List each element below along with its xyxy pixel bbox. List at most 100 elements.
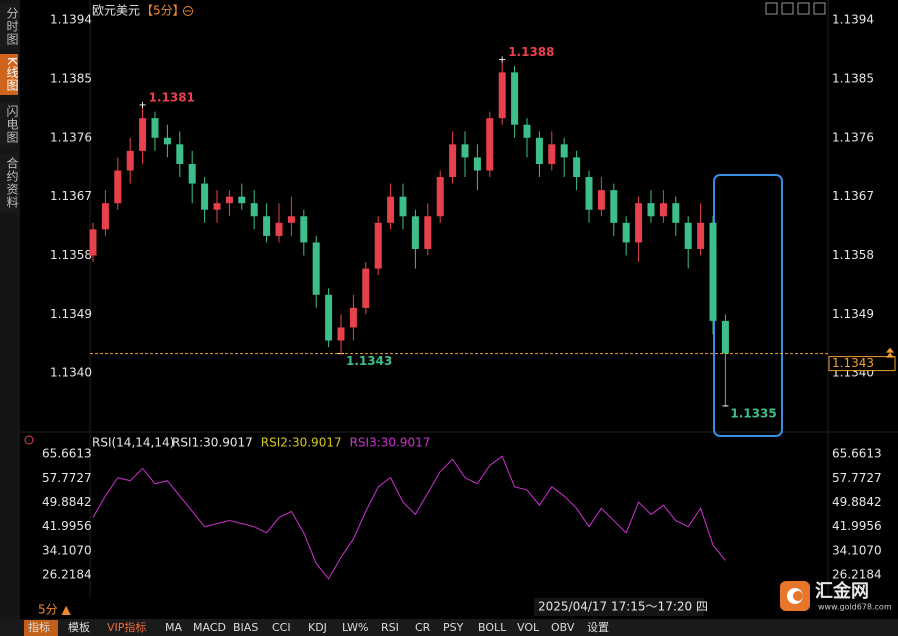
candle-body	[139, 118, 147, 151]
candle-body	[659, 203, 667, 217]
toolbar-item[interactable]: LW%	[342, 621, 368, 634]
y-tick-label: 1.1367	[832, 189, 874, 203]
candle-body	[697, 222, 705, 249]
candle-body	[585, 177, 593, 210]
sidebar-tab[interactable]: 合约资料	[0, 154, 19, 212]
candle-body	[610, 190, 618, 223]
zoom-out[interactable]	[183, 6, 193, 16]
legend-label: RSI1:30.9017	[172, 436, 253, 450]
candle-body	[374, 222, 382, 269]
low-label: 1.1343	[346, 354, 392, 368]
candle-body	[151, 118, 159, 138]
toolbar-item[interactable]: MA	[165, 621, 182, 634]
candle-body	[424, 216, 432, 249]
candle-body	[250, 203, 258, 217]
candle-body	[523, 124, 531, 138]
toolbar-item[interactable]: KDJ	[308, 621, 327, 634]
candle-body	[511, 72, 519, 125]
candle-body	[498, 72, 506, 119]
y-tick-label: 1.1358	[832, 248, 874, 262]
candle-body	[114, 170, 122, 204]
toolbar-item[interactable]: PSY	[443, 621, 464, 634]
toolbar-item[interactable]: VOL	[517, 621, 540, 634]
sidebar-tab[interactable]: K线图	[0, 54, 19, 95]
y-tick-label: 1.1376	[832, 130, 874, 144]
sidebar-tab[interactable]: 分时图	[0, 4, 19, 49]
candle-body	[349, 307, 357, 328]
sidebar-tab[interactable]: 闪电图	[0, 102, 19, 147]
candle-body	[461, 144, 469, 158]
toolbar-item[interactable]: CCI	[272, 621, 291, 634]
candle-body	[325, 294, 333, 341]
period-switch[interactable]: 5分 ▲	[38, 603, 71, 617]
toolbar-item[interactable]: BIAS	[233, 621, 258, 634]
toolbar-item[interactable]: CR	[415, 621, 431, 634]
low-label: 1.1335	[730, 406, 776, 420]
candle-body	[684, 222, 692, 249]
y-tick-label: 57.7727	[832, 471, 882, 485]
high-marker: +	[498, 54, 506, 65]
candle-body	[213, 203, 221, 210]
candle-body	[126, 150, 134, 171]
y-tick-label: 1.1349	[832, 307, 874, 321]
y-tick-label: 1.1385	[832, 71, 874, 85]
candle-body	[399, 196, 407, 217]
toolbar-item[interactable]: OBV	[551, 621, 575, 634]
candle-body	[622, 222, 630, 243]
toolbar-item[interactable]: MACD	[193, 621, 226, 634]
candle-body	[163, 137, 171, 145]
candle-body	[535, 137, 543, 164]
legend-label: RSI2:30.9017	[261, 436, 342, 450]
y-tick-label: 26.2184	[42, 568, 92, 582]
indicator-icon[interactable]	[24, 435, 34, 445]
toolbar-item[interactable]: 模板	[68, 620, 90, 634]
last-price-tag	[828, 356, 896, 372]
candle-body	[635, 203, 643, 243]
sidebar-bg	[0, 0, 20, 636]
logo-icon	[793, 591, 803, 601]
candle-body	[201, 183, 209, 210]
candle-body	[597, 190, 605, 210]
candle-body	[560, 144, 568, 158]
toolbar-bg	[0, 619, 898, 636]
candle-body	[548, 144, 556, 164]
toolbar-item[interactable]: VIP指标	[107, 620, 146, 634]
toolbar-item[interactable]: 设置	[587, 621, 609, 634]
candle-body	[362, 268, 370, 308]
candle-body	[486, 118, 494, 171]
time-label: 2025/04/17 17:15～17:20 四	[538, 600, 708, 614]
y-tick-label: 1.1367	[50, 189, 92, 203]
y-tick-label: 57.7727	[42, 471, 92, 485]
last-price-label: 1.1343	[832, 356, 874, 370]
toolbar-item[interactable]: 指标	[28, 620, 50, 634]
candle-body	[89, 229, 97, 256]
y-tick-label: 1.1376	[50, 130, 92, 144]
candle-body	[721, 320, 729, 354]
y-tick-label: 1.1358	[50, 248, 92, 262]
candle-body	[287, 216, 295, 223]
y-tick-label: 41.9956	[42, 519, 92, 533]
logo-site: www.gold678.com	[818, 603, 892, 612]
last-price-arrow	[886, 347, 894, 358]
toolbar-item[interactable]: BOLL	[478, 621, 507, 634]
candle-body	[449, 144, 457, 178]
candle-body	[436, 177, 444, 217]
toolbar-item[interactable]: RSI	[381, 621, 399, 634]
window-tools[interactable]	[765, 2, 826, 15]
candle-body	[101, 203, 109, 230]
candle-body	[275, 222, 283, 236]
y-tick-label: 1.1385	[50, 71, 92, 85]
candle-body	[312, 242, 320, 295]
y-tick-label: 1.1340	[50, 366, 92, 380]
rsi-line	[92, 455, 726, 580]
toolbar-active	[24, 620, 58, 636]
candle-body	[238, 196, 246, 204]
indicator-title: RSI(14,14,14)	[92, 436, 174, 450]
y-tick-label: 1.1349	[50, 307, 92, 321]
candle-body	[225, 196, 233, 204]
period[interactable]: 【5分】	[141, 4, 185, 18]
y-tick-label: 65.6613	[42, 447, 92, 461]
candle-body	[473, 157, 481, 171]
candle-body	[188, 163, 196, 184]
